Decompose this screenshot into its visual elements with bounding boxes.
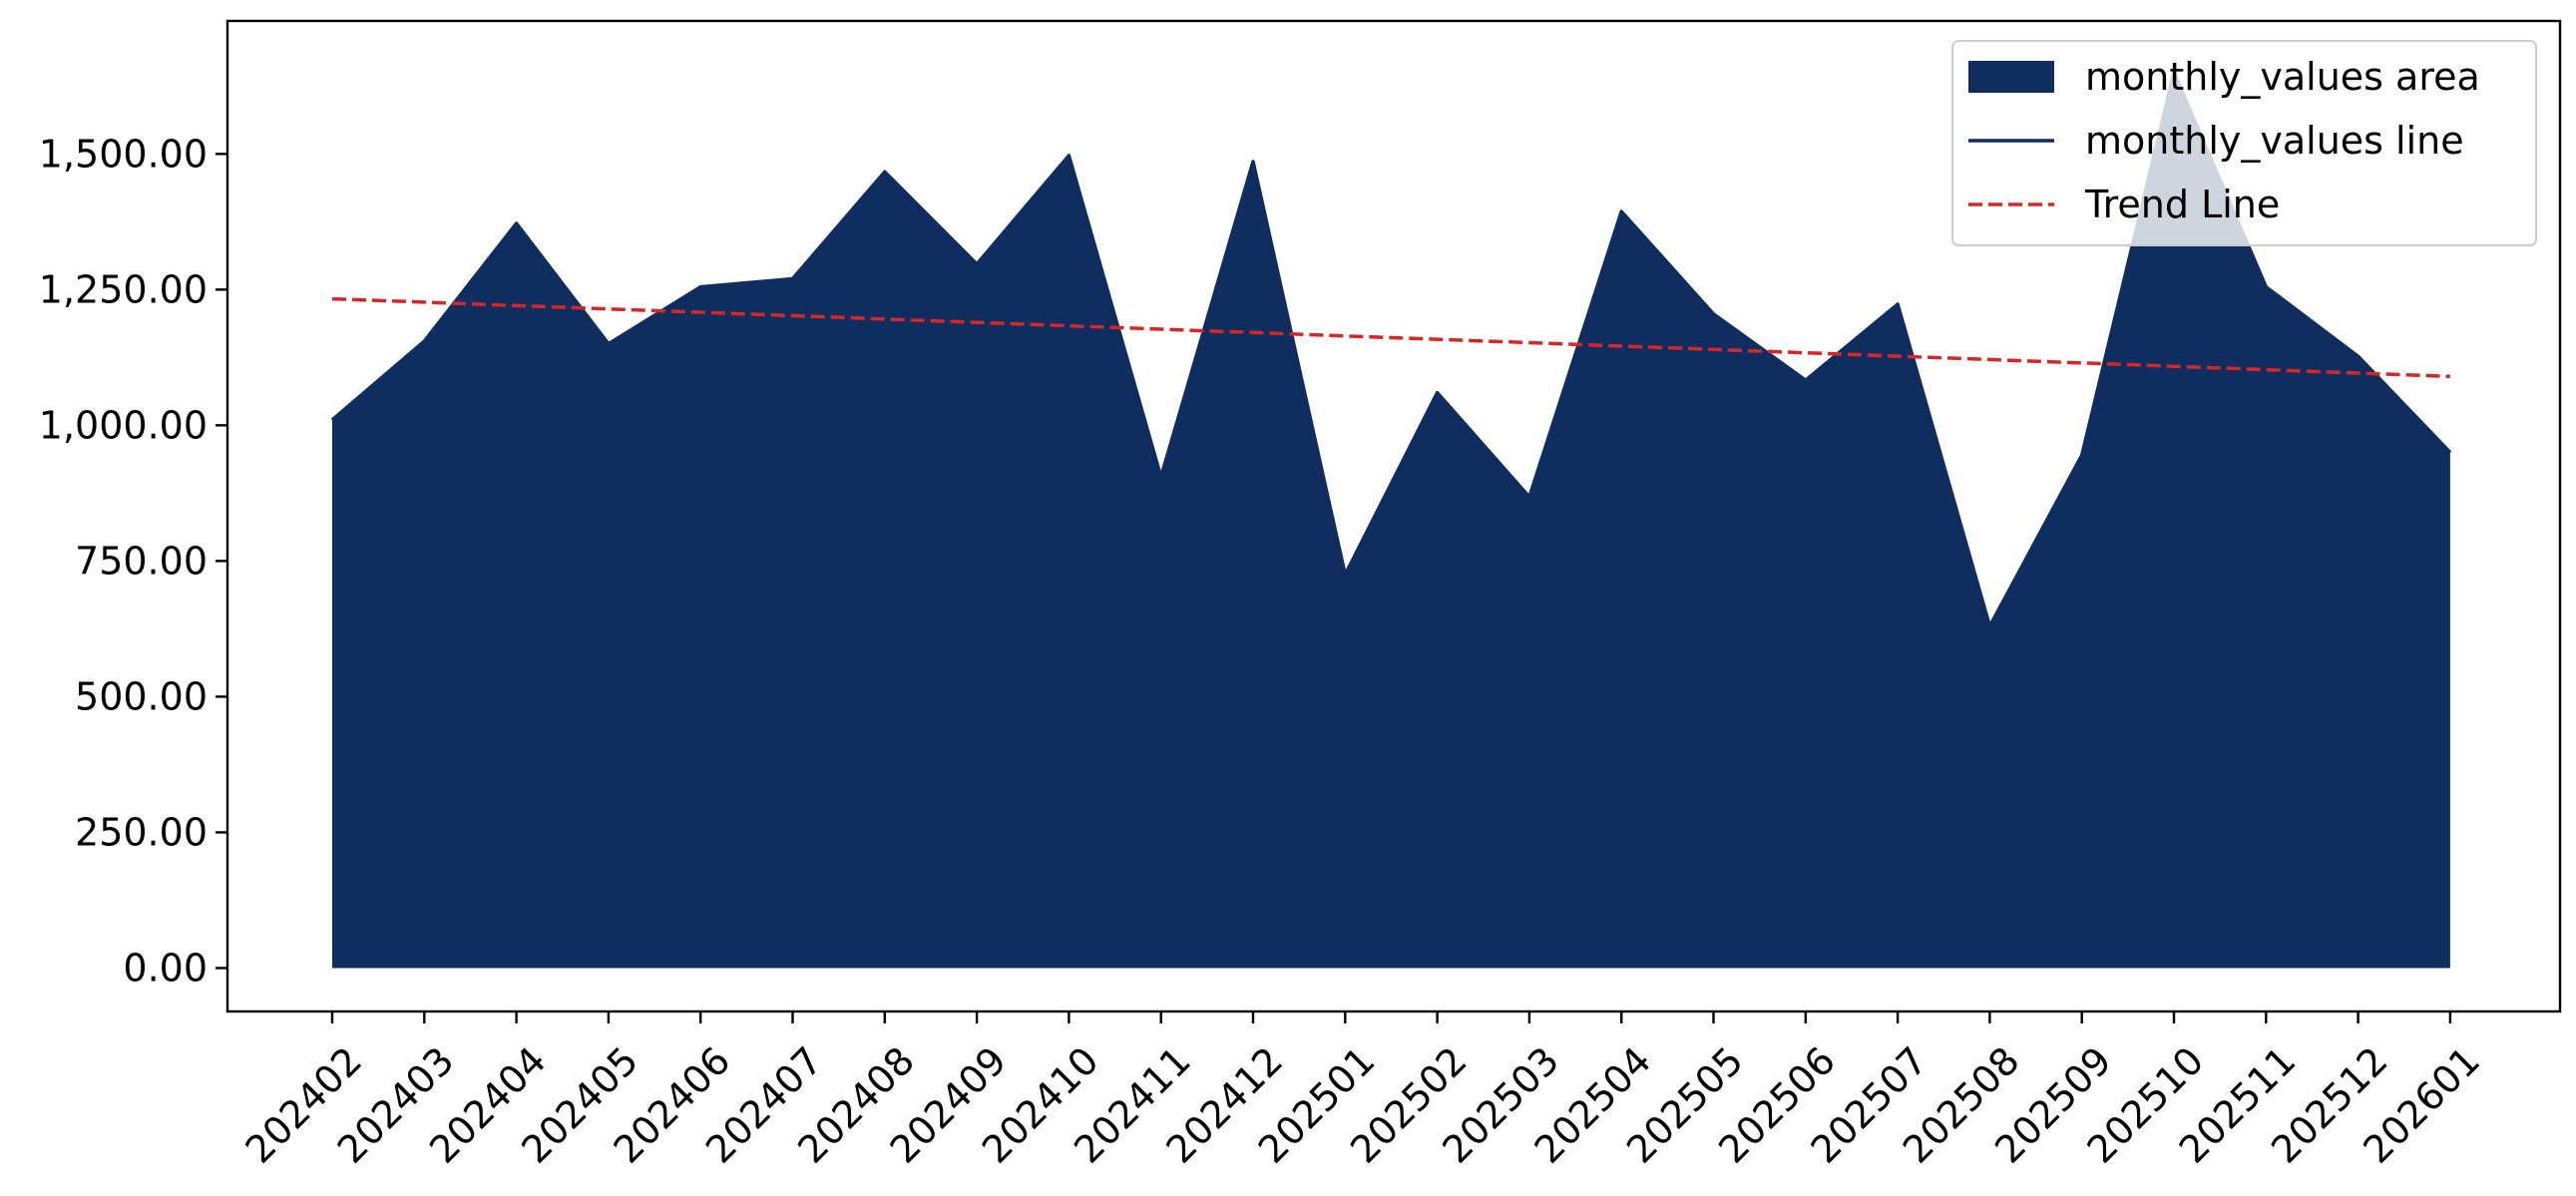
data-point-202508: [1988, 625, 1990, 627]
data-point-202412: [1252, 161, 1254, 163]
data-point-202601: [2449, 452, 2451, 454]
data-point-202403: [423, 340, 425, 342]
legend: monthly_values area monthly_values line …: [1951, 40, 2537, 246]
data-point-202409: [976, 263, 978, 265]
data-point-202408: [884, 171, 886, 173]
data-point-202404: [516, 222, 518, 224]
axes-frame: [225, 19, 2562, 1013]
data-point-202506: [1805, 379, 1807, 381]
y-tick-label: 750.00: [75, 539, 208, 583]
data-point-202503: [1528, 496, 1530, 498]
data-point-202502: [1437, 392, 1439, 394]
data-point-202402: [331, 419, 333, 421]
plot-area: [330, 70, 2452, 969]
legend-swatch-area: [1968, 61, 2054, 93]
data-point-202511: [2265, 286, 2267, 288]
legend-label-area: monthly_values area: [2085, 55, 2480, 99]
data-point-202407: [792, 277, 793, 279]
line-series: [330, 70, 2452, 628]
legend-label-line: monthly_values line: [2085, 119, 2464, 163]
legend-label-trend: Trend Line: [2084, 183, 2280, 226]
y-tick-label: 250.00: [75, 810, 208, 854]
data-point-202504: [1620, 210, 1622, 212]
data-point-202411: [1160, 476, 1162, 478]
data-point-202405: [608, 343, 610, 345]
trend-line: [331, 296, 2450, 379]
y-tick-label: 1,000.00: [39, 403, 208, 447]
y-tick-label: 500.00: [75, 674, 208, 718]
data-point-202501: [1344, 574, 1346, 576]
area-series: [332, 72, 2450, 969]
legend-box: [1951, 40, 2537, 246]
data-point-202507: [1897, 303, 1899, 305]
y-tick-label: 1,500.00: [39, 132, 208, 176]
data-point-202509: [2081, 454, 2083, 456]
y-tick-label: 0.00: [123, 946, 208, 990]
x-axis: 2024022024032024042024052024062024072024…: [236, 1011, 2488, 1172]
y-tick-label: 1,250.00: [39, 267, 208, 311]
data-point-202410: [1068, 155, 1070, 157]
data-point-202505: [1713, 313, 1714, 315]
data-point-202512: [2358, 355, 2360, 357]
y-axis: 0.00 250.00 500.00 750.00 1,000.00 1,250.00 1,…: [39, 132, 227, 990]
data-point-202406: [699, 286, 701, 288]
